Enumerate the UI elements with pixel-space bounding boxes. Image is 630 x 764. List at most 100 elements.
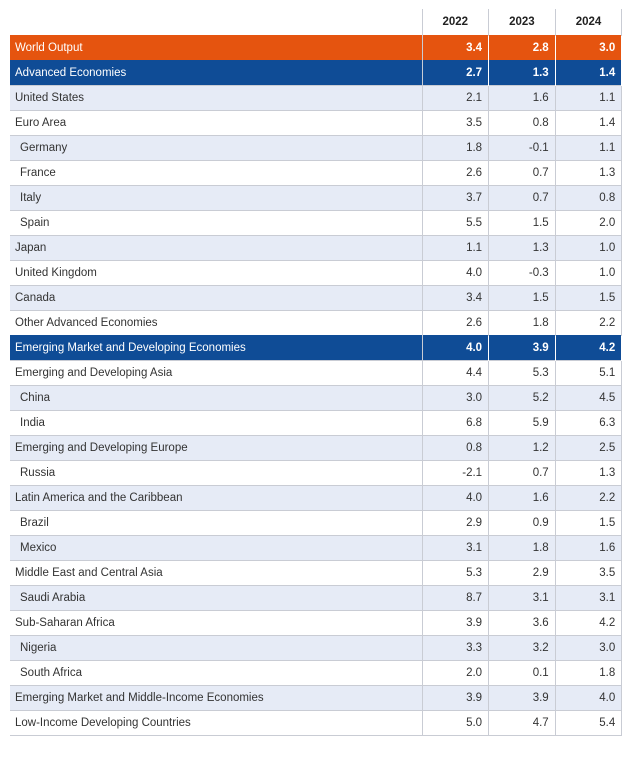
value-cell-2023: -0.3 (488, 259, 556, 285)
value-cell-2024: 1.3 (555, 159, 623, 185)
value-cell-2023: 1.8 (488, 309, 556, 335)
growth-projections-table: 2022 2023 2024 World Output 3.4 2.8 3.0 Adva… (10, 9, 623, 736)
row-label: Nigeria (10, 634, 423, 660)
value-cell-2024: 1.4 (555, 59, 623, 85)
value-cell-2022: 4.0 (422, 259, 490, 285)
value-cell-2022: 4.4 (422, 359, 490, 385)
table-row: Nigeria 3.3 3.2 3.0 (10, 634, 623, 660)
row-label: Saudi Arabia (10, 584, 423, 610)
table-body: World Output 3.4 2.8 3.0 Advanced Economies 2… (10, 34, 623, 736)
value-cell-2022: 0.8 (422, 434, 490, 460)
row-label: Sub-Saharan Africa (10, 609, 423, 635)
value-cell-2022: 2.9 (422, 509, 490, 535)
value-cell-2022: 1.8 (422, 134, 490, 160)
row-label: Japan (10, 234, 423, 260)
value-cell-2022: 4.0 (422, 334, 490, 360)
value-cell-2024: 4.2 (555, 334, 623, 360)
row-label: United States (10, 84, 423, 110)
value-cell-2022: 3.1 (422, 534, 490, 560)
table-row: Euro Area 3.5 0.8 1.4 (10, 109, 623, 135)
table-row: France 2.6 0.7 1.3 (10, 159, 623, 185)
table-row: Emerging and Developing Asia 4.4 5.3 5.1 (10, 359, 623, 385)
row-label: Italy (10, 184, 423, 210)
table-row: Low-Income Developing Countries 5.0 4.7 5.4 (10, 709, 623, 736)
value-cell-2022: 3.5 (422, 109, 490, 135)
table-row: China 3.0 5.2 4.5 (10, 384, 623, 410)
value-cell-2022: 5.3 (422, 559, 490, 585)
row-label: Euro Area (10, 109, 423, 135)
table-row: Saudi Arabia 8.7 3.1 3.1 (10, 584, 623, 610)
value-cell-2022: 8.7 (422, 584, 490, 610)
value-cell-2024: 2.0 (555, 209, 623, 235)
value-cell-2022: 3.4 (422, 284, 490, 310)
value-cell-2023: 1.3 (488, 234, 556, 260)
value-cell-2022: 3.9 (422, 684, 490, 710)
value-cell-2023: 1.3 (488, 59, 556, 85)
value-cell-2023: 1.5 (488, 209, 556, 235)
row-label: United Kingdom (10, 259, 423, 285)
value-cell-2024: 1.5 (555, 509, 623, 535)
value-cell-2023: 3.6 (488, 609, 556, 635)
value-cell-2023: 3.9 (488, 684, 556, 710)
value-cell-2024: 1.0 (555, 234, 623, 260)
value-cell-2023: 3.1 (488, 584, 556, 610)
value-cell-2022: 3.9 (422, 609, 490, 635)
value-cell-2023: 0.7 (488, 159, 556, 185)
value-cell-2022: 3.3 (422, 634, 490, 660)
value-cell-2022: 3.7 (422, 184, 490, 210)
value-cell-2024: 1.5 (555, 284, 623, 310)
value-cell-2022: 6.8 (422, 409, 490, 435)
value-cell-2024: 3.0 (555, 634, 623, 660)
row-label: Emerging and Developing Asia (10, 359, 423, 385)
value-cell-2023: -0.1 (488, 134, 556, 160)
value-cell-2024: 3.5 (555, 559, 623, 585)
table-row: United States 2.1 1.6 1.1 (10, 84, 623, 110)
header-label-cell (10, 9, 423, 35)
row-label: Other Advanced Economies (10, 309, 423, 335)
value-cell-2024: 5.4 (555, 709, 623, 736)
table-row: Brazil 2.9 0.9 1.5 (10, 509, 623, 535)
value-cell-2023: 1.6 (488, 484, 556, 510)
table-row: Italy 3.7 0.7 0.8 (10, 184, 623, 210)
table-row: Latin America and the Caribbean 4.0 1.6 2.2 (10, 484, 623, 510)
row-label: World Output (10, 34, 423, 60)
value-cell-2023: 0.9 (488, 509, 556, 535)
year-header-2023: 2023 (488, 9, 556, 35)
table-row: Emerging Market and Middle-Income Econom… (10, 684, 623, 710)
row-label: Low-Income Developing Countries (10, 709, 423, 736)
value-cell-2023: 1.6 (488, 84, 556, 110)
row-label: Advanced Economies (10, 59, 423, 85)
table-row: South Africa 2.0 0.1 1.8 (10, 659, 623, 685)
value-cell-2023: 4.7 (488, 709, 556, 736)
table-row: Sub-Saharan Africa 3.9 3.6 4.2 (10, 609, 623, 635)
value-cell-2022: 5.0 (422, 709, 490, 736)
table-row: Mexico 3.1 1.8 1.6 (10, 534, 623, 560)
table-row: World Output 3.4 2.8 3.0 (10, 34, 623, 60)
table-row: Canada 3.4 1.5 1.5 (10, 284, 623, 310)
value-cell-2024: 3.0 (555, 34, 623, 60)
table-row: United Kingdom 4.0 -0.3 1.0 (10, 259, 623, 285)
value-cell-2023: 0.8 (488, 109, 556, 135)
table-row: Germany 1.8 -0.1 1.1 (10, 134, 623, 160)
table-row: Spain 5.5 1.5 2.0 (10, 209, 623, 235)
value-cell-2023: 5.3 (488, 359, 556, 385)
value-cell-2023: 5.2 (488, 384, 556, 410)
value-cell-2023: 1.8 (488, 534, 556, 560)
table-row: Middle East and Central Asia 5.3 2.9 3.5 (10, 559, 623, 585)
value-cell-2023: 1.5 (488, 284, 556, 310)
row-label: Canada (10, 284, 423, 310)
year-header-2022: 2022 (422, 9, 490, 35)
row-label: France (10, 159, 423, 185)
row-label: Emerging Market and Developing Economies (10, 334, 423, 360)
table-row: Russia -2.1 0.7 1.3 (10, 459, 623, 485)
value-cell-2024: 1.6 (555, 534, 623, 560)
table-header-row: 2022 2023 2024 (10, 9, 623, 35)
value-cell-2024: 4.5 (555, 384, 623, 410)
value-cell-2023: 5.9 (488, 409, 556, 435)
value-cell-2022: 5.5 (422, 209, 490, 235)
table-row: Emerging Market and Developing Economies… (10, 334, 623, 360)
row-label: China (10, 384, 423, 410)
value-cell-2022: 2.6 (422, 159, 490, 185)
value-cell-2024: 2.2 (555, 309, 623, 335)
